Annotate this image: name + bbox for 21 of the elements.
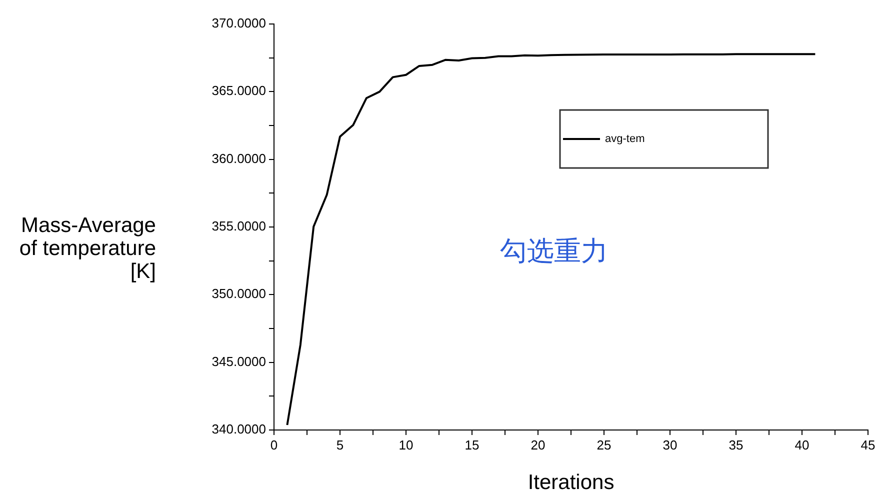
x-tick-label: 35 — [728, 437, 744, 452]
x-tick-label: 5 — [336, 437, 344, 452]
y-tick-label: 355.0000 — [212, 218, 266, 234]
x-tick-label: 45 — [860, 437, 876, 452]
x-tick-label: 25 — [596, 437, 612, 452]
x-tick-label: 0 — [270, 437, 278, 452]
y-tick-label: 340.0000 — [212, 422, 266, 437]
y-tick-label: 365.0000 — [212, 83, 266, 98]
x-tick-label: 30 — [662, 437, 678, 452]
x-tick-label: 20 — [530, 437, 546, 452]
y-tick-label: 345.0000 — [212, 354, 266, 369]
x-tick-label: 10 — [398, 437, 414, 452]
legend-label: avg-tem — [605, 133, 645, 146]
y-axis-title: Mass-Average of temperature [K] — [18, 214, 156, 283]
x-tick-label: 15 — [464, 437, 480, 452]
x-axis-title: Iterations — [528, 471, 614, 494]
y-tick-label: 350.0000 — [212, 286, 266, 302]
y-tick-label: 370.0000 — [212, 16, 266, 31]
annotation: 勾选重力 — [500, 235, 608, 269]
y-tick-label: 360.0000 — [212, 150, 266, 166]
x-tick-label: 40 — [794, 437, 810, 452]
